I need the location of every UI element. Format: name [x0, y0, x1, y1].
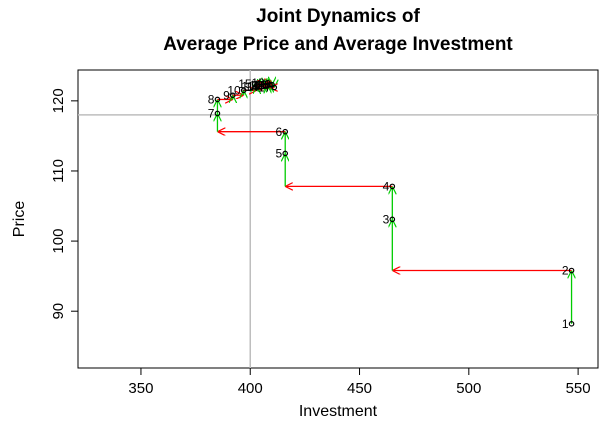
y-axis-label: Price — [11, 201, 28, 238]
point — [282, 150, 289, 157]
plot-frame — [77, 69, 599, 369]
point-label: 16 — [249, 79, 263, 93]
point — [271, 84, 278, 91]
x-tick-label: 550 — [566, 380, 591, 397]
point-label: 2 — [562, 264, 569, 278]
x-tick-label: 350 — [128, 380, 153, 397]
point — [229, 92, 236, 99]
point-label: 5 — [276, 147, 283, 161]
chart-title: Joint Dynamics of — [256, 6, 420, 27]
point-label: 3 — [383, 213, 390, 227]
x-axis-label: Investment — [299, 403, 378, 420]
x-tick-label: 450 — [347, 380, 372, 397]
point-label: 1 — [562, 317, 569, 331]
chart-title: Average Price and Average Investment — [163, 34, 513, 55]
point — [389, 216, 396, 223]
point — [240, 87, 247, 94]
point-label: 19 — [247, 79, 261, 93]
point — [389, 183, 396, 190]
y-tick-label: 120 — [50, 88, 67, 113]
point — [282, 128, 289, 135]
x-tick-label: 500 — [456, 380, 481, 397]
point-label: 10 — [227, 84, 241, 98]
point-label: 6 — [276, 125, 283, 139]
point-label: 15 — [238, 77, 252, 91]
point-label: 14 — [245, 80, 259, 94]
point — [568, 267, 575, 274]
y-tick-label: 100 — [50, 229, 67, 254]
point — [214, 96, 221, 103]
point-label: 4 — [383, 180, 390, 194]
point-label: 7 — [208, 107, 215, 121]
point-label: 9 — [223, 88, 230, 102]
point-label: 8 — [208, 93, 215, 107]
y-tick-label: 110 — [50, 159, 67, 183]
point — [214, 110, 221, 117]
point — [251, 81, 258, 87]
point — [264, 82, 271, 89]
x-tick-label: 400 — [238, 380, 263, 397]
point — [568, 321, 575, 327]
point-label: 20 — [251, 79, 265, 93]
point-label: 11 — [241, 79, 254, 93]
y-tick-label: 90 — [50, 303, 67, 320]
